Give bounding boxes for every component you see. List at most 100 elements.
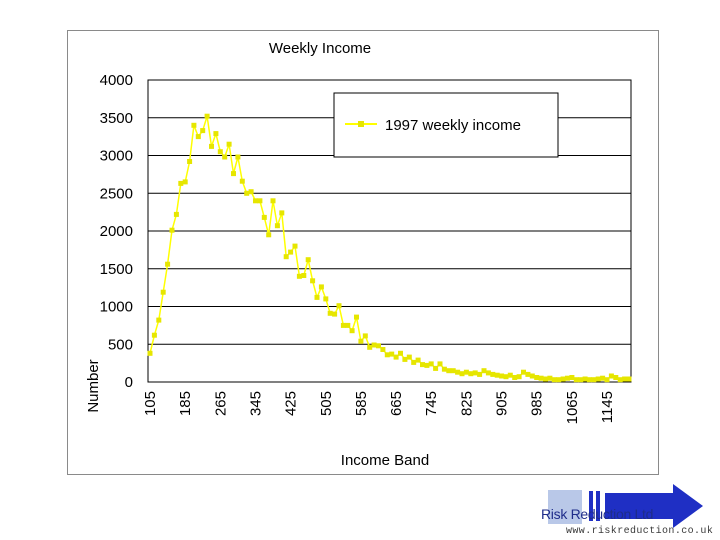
x-tick-label: 825 bbox=[458, 391, 475, 416]
x-tick-label: 265 bbox=[212, 391, 229, 416]
x-tick-label: 345 bbox=[247, 391, 264, 416]
data-point bbox=[310, 278, 316, 284]
data-point bbox=[376, 343, 381, 349]
data-point bbox=[156, 317, 162, 323]
data-point bbox=[560, 376, 566, 382]
data-point bbox=[314, 294, 320, 300]
data-point bbox=[340, 322, 346, 328]
data-point bbox=[296, 273, 302, 279]
y-tick-label: 500 bbox=[108, 336, 133, 353]
data-point bbox=[200, 128, 206, 134]
data-point bbox=[389, 351, 395, 357]
data-point bbox=[239, 178, 245, 184]
data-point bbox=[573, 377, 579, 383]
plot-area-border bbox=[147, 79, 632, 383]
x-tick-label: 905 bbox=[494, 391, 511, 416]
y-tick-label: 3500 bbox=[100, 110, 133, 127]
y-tick-labels: 0 500 1000 1500 2000 2500 3000 3500 4000 bbox=[100, 72, 133, 391]
x-tick-label: 665 bbox=[388, 391, 405, 416]
data-point bbox=[349, 328, 355, 334]
legend-marker bbox=[358, 121, 364, 127]
x-tick-label: 585 bbox=[353, 391, 370, 416]
x-tick-label: 505 bbox=[318, 391, 335, 416]
data-point bbox=[235, 154, 241, 160]
data-point bbox=[261, 214, 267, 220]
data-point bbox=[437, 361, 443, 367]
data-point bbox=[503, 374, 509, 380]
data-point bbox=[538, 375, 544, 381]
x-tick-label: 185 bbox=[177, 391, 194, 416]
data-point bbox=[521, 369, 526, 375]
data-point bbox=[608, 373, 614, 379]
data-point bbox=[600, 375, 606, 381]
logo-bars bbox=[589, 491, 603, 521]
x-tick-label: 985 bbox=[529, 391, 546, 416]
data-point bbox=[244, 190, 250, 196]
logo-url: www.riskreduction.co.uk bbox=[566, 526, 714, 537]
data-point bbox=[292, 243, 298, 249]
data-point bbox=[301, 273, 307, 278]
data-point bbox=[455, 369, 461, 375]
series-markers bbox=[147, 113, 632, 383]
data-point bbox=[305, 257, 311, 263]
data-point bbox=[266, 232, 272, 238]
data-point bbox=[556, 377, 562, 383]
data-point bbox=[586, 377, 592, 383]
legend-label: 1997 weekly income bbox=[385, 117, 521, 134]
data-point bbox=[362, 333, 368, 339]
data-point bbox=[494, 372, 500, 378]
data-point bbox=[617, 377, 623, 383]
x-tick-label: 105 bbox=[142, 391, 159, 416]
data-point bbox=[248, 189, 254, 195]
data-point bbox=[226, 141, 232, 147]
data-point bbox=[507, 372, 513, 378]
data-point bbox=[318, 284, 324, 290]
data-point bbox=[424, 362, 430, 368]
data-point bbox=[582, 376, 588, 382]
data-point bbox=[613, 375, 619, 380]
data-point bbox=[411, 359, 417, 365]
chart-svg: Weekly Income 0 500 1000 1500 2000 2500 3000 35… bbox=[85, 40, 632, 469]
data-point bbox=[270, 198, 276, 204]
data-point bbox=[463, 369, 469, 375]
data-point bbox=[160, 289, 166, 295]
data-point bbox=[604, 377, 610, 383]
data-point bbox=[529, 373, 535, 379]
chart-frame: Weekly Income 0 500 1000 1500 2000 2500 3000 35… bbox=[67, 30, 659, 475]
data-point bbox=[481, 368, 487, 374]
data-point bbox=[231, 171, 236, 177]
data-point bbox=[213, 131, 219, 137]
data-point bbox=[323, 296, 329, 302]
data-point bbox=[468, 371, 474, 377]
data-point bbox=[336, 303, 342, 309]
data-point bbox=[543, 376, 548, 382]
data-point bbox=[147, 350, 153, 356]
y-tick-label: 1500 bbox=[100, 261, 133, 278]
data-point bbox=[354, 314, 359, 320]
chart-title: Weekly Income bbox=[269, 40, 371, 57]
data-point bbox=[402, 356, 408, 362]
data-point bbox=[367, 344, 373, 350]
logo-name: Risk Reduction Ltd bbox=[541, 506, 654, 522]
data-point bbox=[371, 342, 377, 348]
data-point bbox=[578, 377, 584, 383]
y-tick-label: 4000 bbox=[100, 72, 133, 89]
data-point bbox=[595, 376, 601, 382]
data-point bbox=[253, 198, 258, 204]
data-point bbox=[173, 211, 179, 217]
data-point bbox=[345, 322, 351, 328]
arrow-right-icon[interactable] bbox=[605, 484, 705, 528]
data-point bbox=[551, 377, 557, 383]
data-point bbox=[393, 354, 399, 360]
data-point bbox=[182, 179, 188, 185]
data-point bbox=[169, 227, 175, 233]
y-tick-label: 0 bbox=[125, 374, 133, 391]
data-point bbox=[591, 377, 597, 383]
y-tick-label: 3000 bbox=[100, 148, 133, 165]
data-point bbox=[151, 332, 157, 338]
data-point bbox=[569, 375, 575, 380]
y-axis-label: Number bbox=[85, 359, 102, 412]
data-point bbox=[459, 371, 465, 377]
data-point bbox=[195, 134, 201, 140]
x-axis-label: Income Band bbox=[341, 452, 429, 469]
